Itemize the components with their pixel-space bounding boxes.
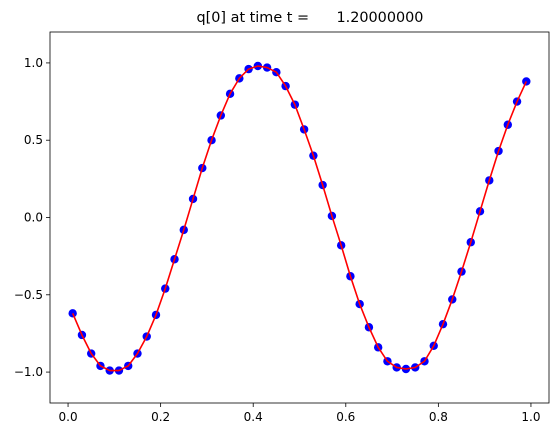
- axes-frame: [49, 31, 550, 404]
- series-line: [71, 65, 528, 372]
- x-tick-label: 0.2: [151, 410, 170, 424]
- x-tick-label: 0.8: [429, 410, 448, 424]
- data-point: [522, 77, 531, 86]
- y-tick-label: −0.5: [14, 288, 43, 302]
- y-tick-label: 1.0: [24, 56, 43, 70]
- plot-area: [68, 61, 531, 375]
- x-tick-label: 0.6: [336, 410, 355, 424]
- chart-title: q[0] at time t = 1.20000000: [197, 10, 424, 26]
- y-tick-label: 0.0: [24, 211, 43, 225]
- y-axis-ticks: −1.0 −0.5 0.0 0.5 1.0: [14, 56, 50, 379]
- y-tick-label: 0.5: [24, 133, 43, 147]
- x-tick-label: 0.4: [244, 410, 263, 424]
- x-axis-ticks: 0.0 0.2 0.4 0.6 0.8 1.0: [59, 403, 540, 424]
- x-tick-label: 0.0: [59, 410, 78, 424]
- y-tick-label: −1.0: [14, 365, 43, 379]
- x-tick-label: 1.0: [521, 410, 540, 424]
